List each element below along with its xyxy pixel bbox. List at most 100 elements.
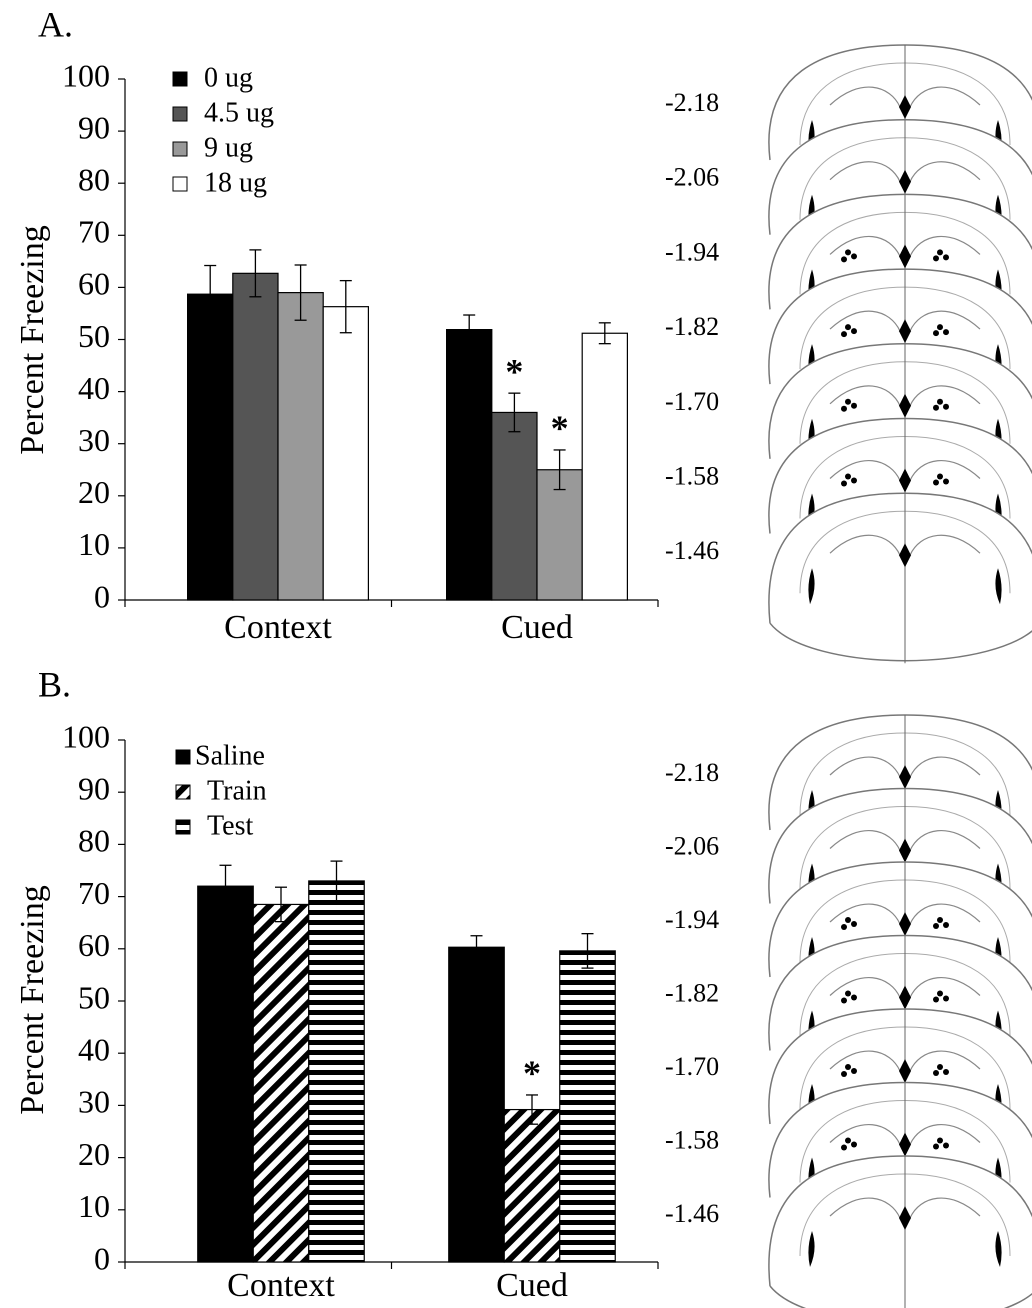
cannula-site	[851, 1141, 857, 1148]
cannula-site	[933, 1070, 939, 1076]
error-bar	[470, 935, 483, 960]
ventricle	[899, 1059, 911, 1083]
section-level: -2.06	[665, 831, 719, 860]
section-level: -2.18	[665, 758, 719, 787]
bar	[187, 293, 234, 601]
ventricle	[899, 543, 911, 568]
significance-marker: *	[551, 408, 569, 448]
ventricle	[899, 912, 911, 936]
cannula-site	[845, 1064, 851, 1070]
error-bar	[294, 264, 307, 321]
y-tick-label: 10	[78, 526, 110, 562]
error-bar	[598, 322, 611, 345]
hippocampus	[829, 310, 981, 332]
y-tick-label: 100	[62, 718, 110, 754]
ventricle	[899, 1206, 911, 1230]
y-axis-title: Percent Freezing	[14, 885, 51, 1114]
cannula-site	[851, 1068, 857, 1074]
section-level: -1.82	[665, 312, 719, 341]
legend-swatch	[172, 176, 188, 192]
cannula-site	[851, 328, 857, 335]
cannula-site	[851, 994, 857, 1001]
y-tick-label: 30	[78, 1084, 110, 1120]
ventricle	[899, 765, 911, 789]
hippocampus	[829, 161, 981, 182]
cannula-site	[943, 329, 949, 336]
cannula-site	[937, 249, 943, 256]
y-tick-label: 70	[78, 214, 110, 250]
hippocampus	[829, 977, 981, 998]
cannula-site	[841, 1071, 847, 1077]
hippocampus	[829, 903, 981, 925]
hippocampus	[829, 1050, 981, 1072]
cannula-site	[943, 254, 949, 261]
section-level: -1.70	[665, 387, 719, 416]
y-tick-label: 0	[94, 1240, 110, 1276]
cannula-site	[937, 990, 943, 997]
cannula-site	[933, 330, 939, 337]
cannula-site	[937, 917, 943, 923]
cannula-site	[943, 403, 949, 410]
section-level: -2.06	[665, 163, 719, 192]
y-tick-label: 60	[78, 266, 110, 302]
ventricle	[899, 838, 911, 863]
legend-label: 0 ug	[204, 62, 253, 93]
bar	[252, 903, 310, 1263]
cannula-site	[851, 477, 857, 484]
error-bar	[463, 314, 476, 345]
section-level: -1.94	[665, 905, 719, 934]
cannula-site	[937, 1064, 943, 1070]
legend-label: 9 ug	[204, 132, 253, 163]
bar	[446, 329, 493, 601]
cannula-site	[841, 480, 847, 487]
y-tick-label: 10	[78, 1188, 110, 1224]
bar	[232, 272, 279, 601]
cannula-site	[841, 256, 847, 263]
bar	[197, 885, 254, 1263]
ventricle	[899, 468, 911, 493]
cannula-site	[851, 921, 857, 927]
legend-swatch	[175, 819, 191, 835]
error-bar	[204, 264, 217, 324]
y-tick-label: 50	[78, 318, 110, 354]
y-tick-label: 50	[78, 979, 110, 1015]
ventricle	[899, 985, 911, 1010]
y-tick-label: 40	[78, 370, 110, 406]
cannula-site	[943, 478, 949, 485]
section-level: -1.58	[665, 1125, 719, 1154]
cannula-site	[845, 324, 851, 331]
cannula-site	[933, 996, 939, 1003]
ventricle	[899, 393, 911, 418]
y-tick-label: 80	[78, 823, 110, 859]
legend-swatch	[175, 784, 191, 800]
cannula-site	[937, 398, 943, 405]
brain-outline	[768, 1155, 1032, 1308]
y-tick-label: 70	[78, 875, 110, 911]
error-bar	[581, 933, 594, 969]
legend-label: 4.5 ug	[204, 97, 274, 128]
cannula-site	[845, 917, 851, 923]
hippocampus	[829, 534, 981, 556]
error-bar	[330, 860, 343, 902]
cannula-site	[937, 1137, 943, 1144]
error-bar	[249, 249, 262, 298]
y-tick-label: 90	[78, 771, 110, 807]
legend-label: Test	[207, 810, 253, 841]
cannula-site	[943, 1142, 949, 1149]
hippocampus	[829, 1197, 981, 1219]
y-axis-title: Percent Freezing	[14, 225, 51, 454]
y-tick-label: 20	[78, 1136, 110, 1172]
error-bar	[553, 449, 566, 491]
legend-swatch	[172, 71, 188, 87]
cannula-site	[937, 324, 943, 331]
section-level: -1.58	[665, 461, 719, 490]
y-tick-label: 20	[78, 474, 110, 510]
cannula-site	[943, 1069, 949, 1075]
cannula-site	[845, 249, 851, 256]
hippocampus	[829, 385, 981, 407]
cannula-site	[937, 473, 943, 480]
cannula-site	[851, 253, 857, 260]
y-tick-label: 60	[78, 927, 110, 963]
cannula-site	[943, 922, 949, 928]
